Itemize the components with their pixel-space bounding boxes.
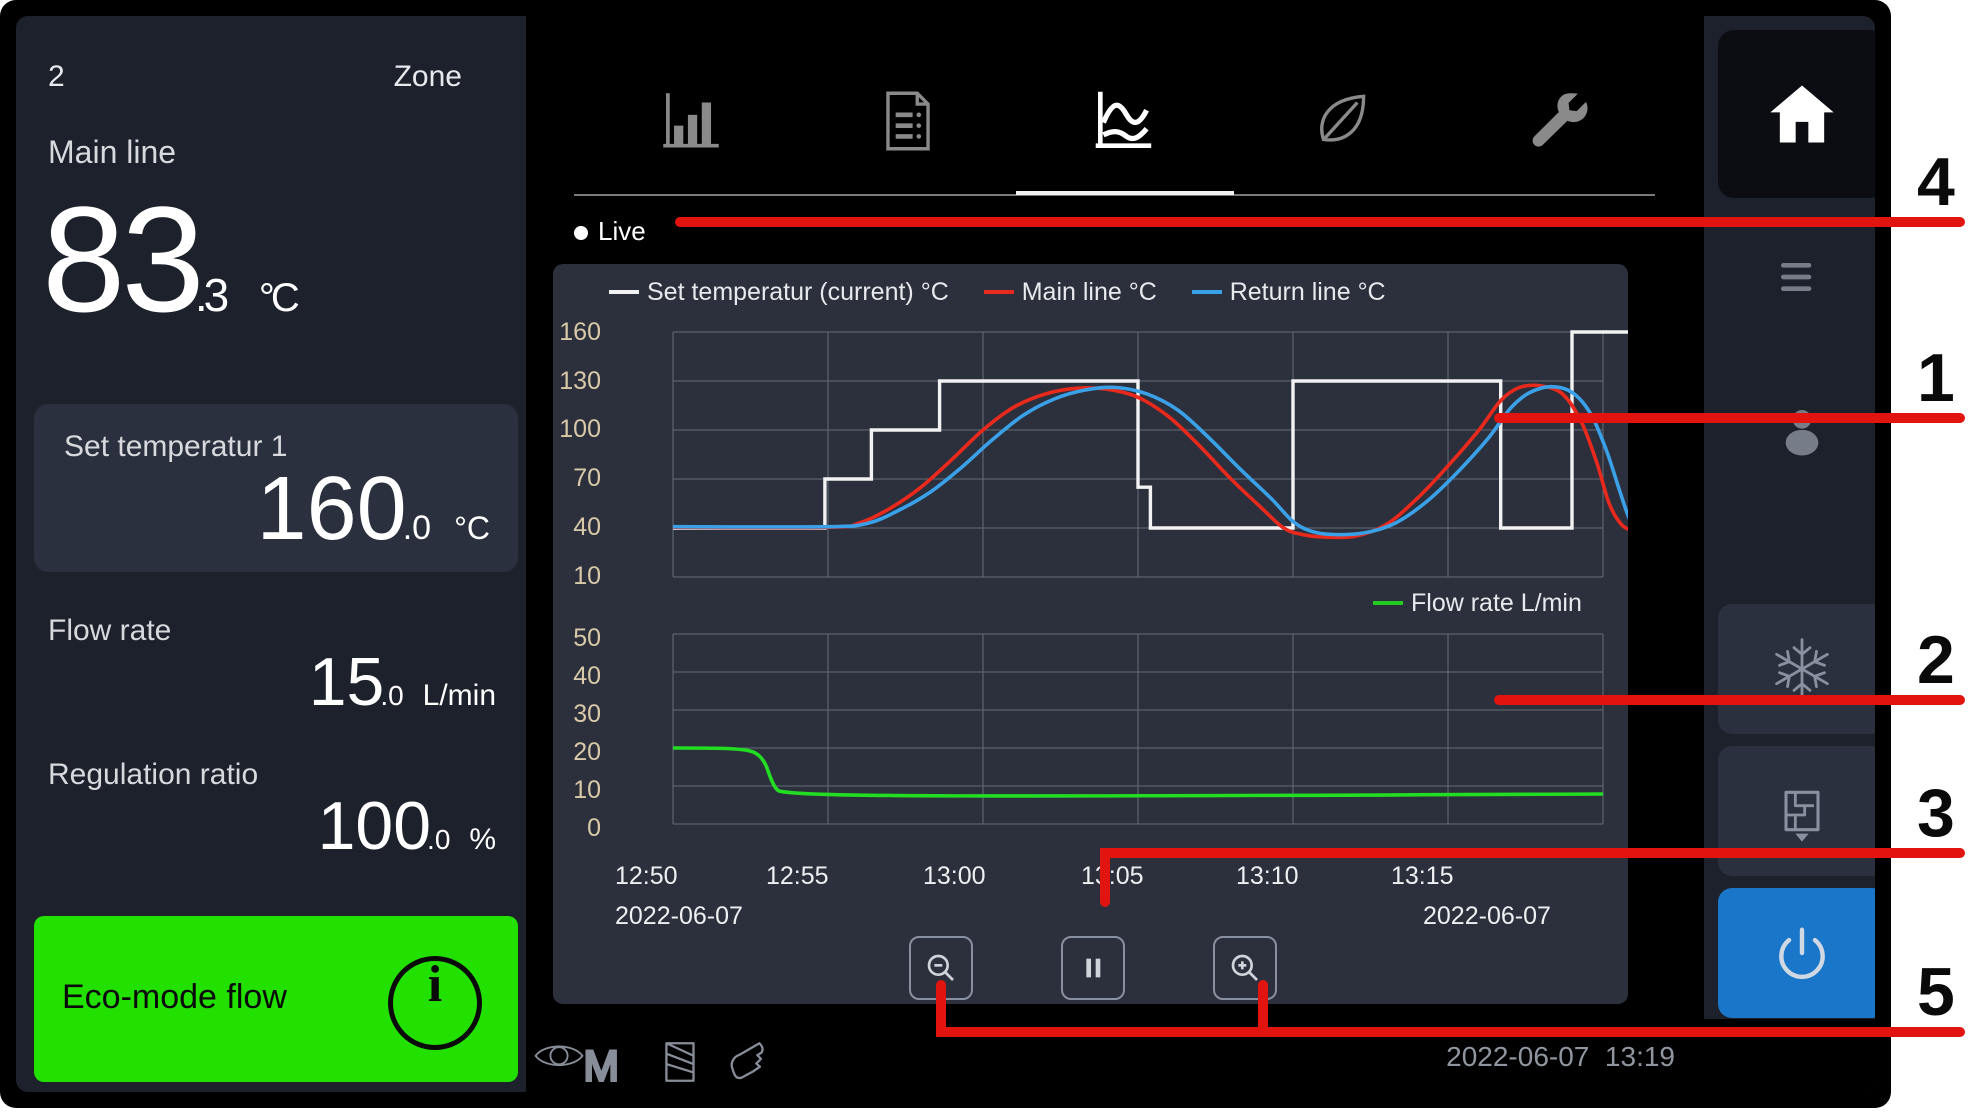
svg-text:M: M — [584, 1044, 619, 1091]
